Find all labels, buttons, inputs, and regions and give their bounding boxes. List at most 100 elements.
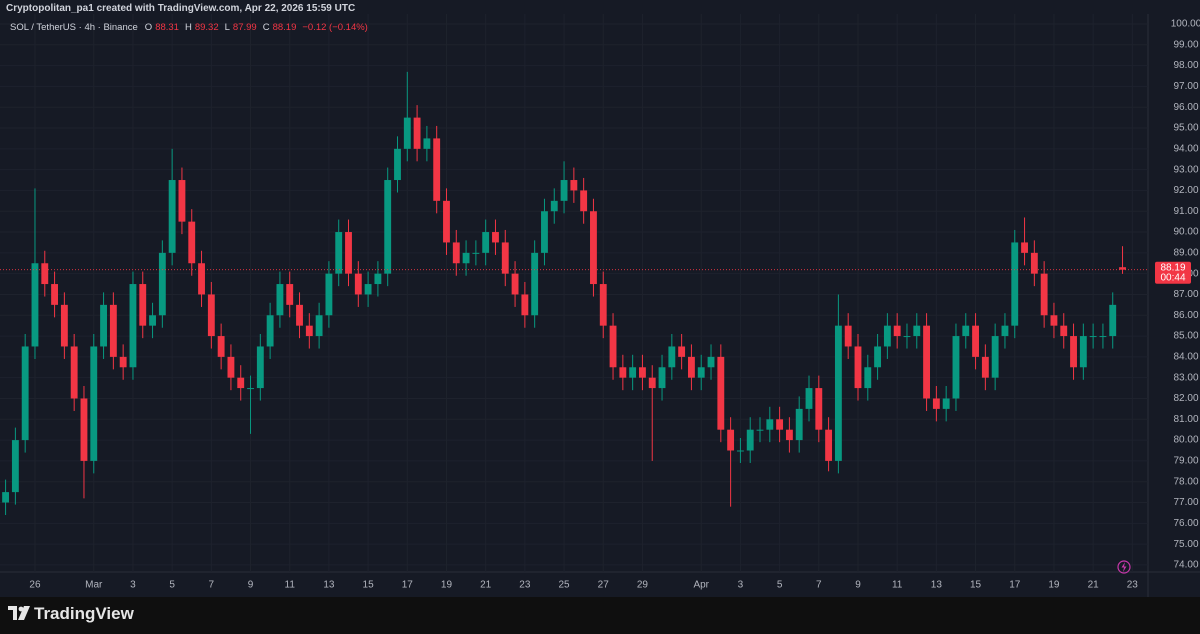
last-price-label: 88.19 — [1160, 262, 1185, 273]
candle-body — [972, 325, 979, 357]
candle-body — [883, 325, 891, 347]
candle-body — [864, 367, 872, 389]
candle-body — [433, 138, 441, 201]
x-tick-label: 17 — [1009, 580, 1021, 591]
candle-body — [952, 336, 960, 399]
x-tick-label: 21 — [480, 580, 492, 591]
candle-body — [207, 294, 215, 337]
candle-body — [1089, 336, 1097, 338]
candle-body — [707, 356, 715, 368]
candle-body — [51, 284, 59, 305]
candle-body — [805, 388, 813, 409]
candle-body — [736, 450, 744, 452]
candle-body — [472, 252, 480, 254]
candle-body — [844, 325, 852, 347]
x-tick-label: 19 — [441, 580, 453, 591]
candle-body — [354, 273, 362, 295]
candle-body — [80, 398, 88, 461]
last-price-box — [1155, 261, 1191, 284]
candle-body — [717, 356, 725, 430]
candle-body — [658, 367, 666, 389]
candle-body — [550, 200, 558, 212]
x-tick-label: Mar — [85, 580, 103, 591]
candle-body — [119, 356, 127, 368]
candle-body — [70, 346, 78, 399]
candle-body — [296, 304, 303, 326]
candle-body — [541, 211, 548, 253]
y-tick-label: 96.00 — [1173, 102, 1198, 113]
y-tick-label: 79.00 — [1173, 456, 1198, 467]
x-tick-label: 11 — [285, 580, 296, 591]
candle-body — [403, 117, 411, 149]
candle-body — [492, 232, 499, 243]
x-tick-label: 15 — [363, 580, 375, 591]
candle-body — [727, 429, 735, 451]
x-tick-label: 5 — [777, 580, 783, 591]
alert-bolt — [1121, 562, 1127, 572]
candle-body — [374, 273, 382, 285]
candle-body — [1021, 242, 1028, 253]
candle-body — [168, 180, 176, 253]
symbol[interactable]: SOL / TetherUS · 4h · Binance — [10, 22, 138, 33]
candle-body — [100, 304, 107, 347]
x-tick-label: 9 — [855, 580, 861, 591]
y-tick-label: 83.00 — [1173, 372, 1198, 383]
y-tick-label: 95.00 — [1173, 123, 1198, 134]
candle-body — [746, 429, 754, 451]
x-tick-label: 25 — [558, 580, 570, 591]
x-tick-label: 17 — [402, 580, 414, 591]
y-tick-label: 86.00 — [1173, 310, 1198, 321]
candle-body — [923, 325, 931, 399]
candle-body — [629, 367, 637, 378]
legend-label: C — [262, 22, 270, 33]
candle-body — [511, 273, 519, 295]
x-tick-label: 19 — [1048, 580, 1060, 591]
candle-body — [825, 429, 833, 461]
y-tick-label: 76.00 — [1173, 518, 1198, 529]
candle-body — [482, 232, 490, 253]
x-tick-label: 9 — [248, 580, 254, 591]
candle-body — [1040, 273, 1048, 316]
x-tick-label: 13 — [323, 580, 335, 591]
candle-body — [178, 180, 186, 222]
candle-body — [443, 200, 450, 243]
candle-body — [276, 284, 284, 316]
candle-body — [903, 336, 911, 338]
candle-body — [345, 232, 352, 274]
candle-body — [590, 211, 597, 285]
y-tick-label: 75.00 — [1173, 539, 1198, 550]
candle-body — [1011, 242, 1019, 326]
candle-body — [394, 148, 401, 181]
y-tick-label: 94.00 — [1173, 143, 1198, 154]
y-tick-label: 100.00 — [1171, 19, 1200, 30]
candle-body — [1099, 336, 1107, 338]
candle-body — [687, 356, 695, 378]
candle-body — [237, 377, 245, 389]
y-tick-label: 81.00 — [1173, 414, 1198, 425]
candle-body — [41, 263, 49, 285]
legend-label: L — [224, 22, 230, 33]
logo-part — [18, 606, 30, 620]
candle-body — [815, 388, 823, 430]
candle-body — [1050, 315, 1058, 326]
candle-body — [962, 325, 970, 337]
candle-body — [1060, 325, 1068, 337]
alert-icon[interactable] — [1117, 560, 1131, 574]
brand[interactable]: TradingView — [34, 604, 134, 623]
y-tick-label: 89.00 — [1173, 247, 1198, 258]
x-tick-label: 11 — [892, 580, 903, 591]
candle-body — [795, 408, 803, 441]
brand-logo[interactable] — [8, 606, 30, 620]
candle-body — [609, 325, 617, 368]
candle-body — [599, 284, 607, 326]
candle-body — [874, 346, 882, 368]
candle-body — [364, 284, 372, 295]
candle-body — [413, 117, 421, 149]
legend-change: −0.12 (−0.14%) — [302, 22, 368, 33]
candle-body — [149, 315, 156, 326]
y-tick-label: 85.00 — [1173, 331, 1198, 342]
candle-body — [21, 346, 29, 441]
candle-body — [834, 325, 842, 461]
candle-body — [639, 367, 646, 378]
